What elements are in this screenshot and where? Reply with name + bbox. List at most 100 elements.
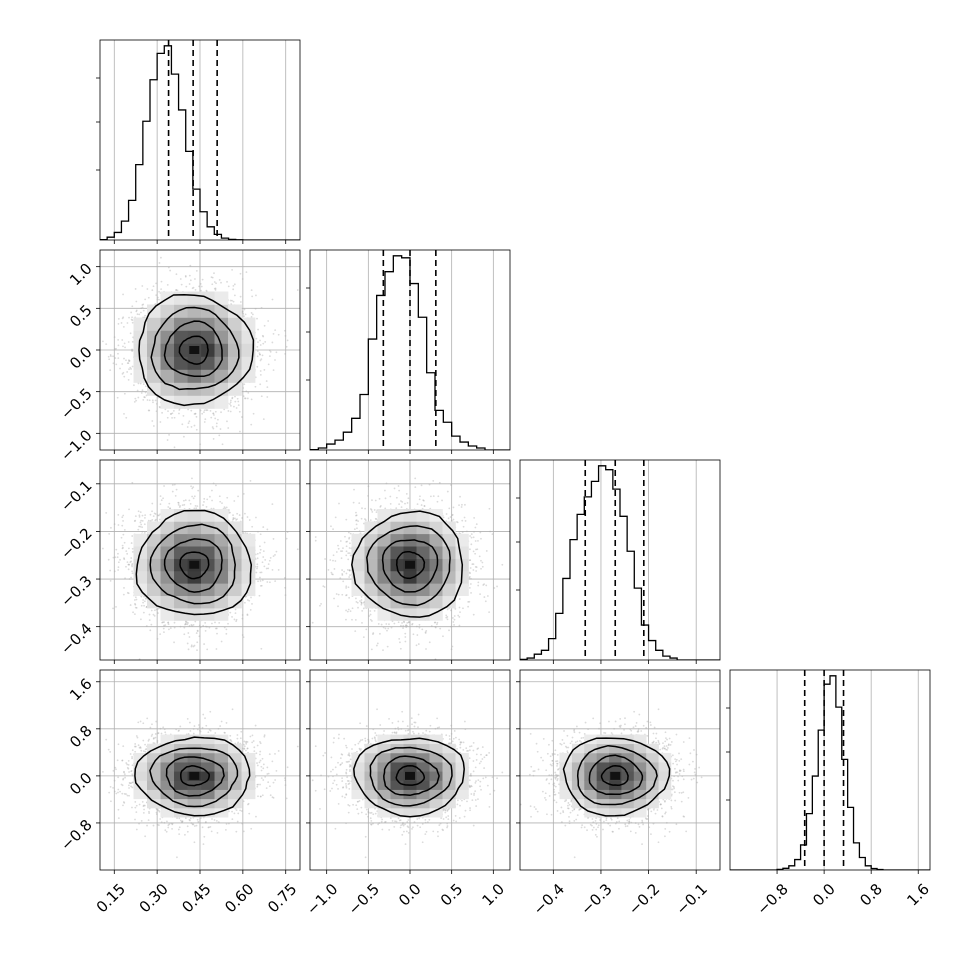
sample-point — [285, 335, 287, 337]
sample-point — [145, 392, 147, 394]
sample-point — [174, 417, 176, 419]
sample-point — [250, 609, 252, 611]
sample-point — [233, 301, 235, 303]
sample-point — [155, 399, 157, 401]
sample-point — [128, 379, 130, 381]
sample-point — [214, 288, 216, 290]
sample-point — [247, 392, 249, 394]
sample-point — [142, 599, 144, 601]
sample-point — [146, 625, 148, 627]
density-cell — [147, 383, 161, 396]
sample-point — [230, 300, 232, 302]
sample-point — [146, 288, 148, 290]
sample-point — [105, 343, 107, 345]
sample-point — [153, 425, 155, 427]
panel-content — [310, 250, 510, 450]
sample-point — [135, 400, 137, 402]
sample-point — [132, 366, 134, 368]
density-cell — [228, 318, 242, 331]
sample-point — [189, 275, 191, 277]
density-cell — [228, 331, 242, 344]
density-cell — [161, 305, 175, 318]
sample-point — [236, 407, 238, 409]
sample-point — [123, 413, 125, 415]
sample-point — [178, 413, 180, 415]
sample-point — [135, 288, 137, 290]
sample-point — [210, 417, 212, 419]
density-cell — [161, 344, 175, 357]
sample-point — [179, 505, 181, 507]
sample-point — [259, 383, 261, 385]
sample-point — [239, 411, 241, 413]
sample-point — [144, 396, 146, 398]
density-cell — [188, 292, 202, 305]
sample-point — [108, 356, 110, 358]
sample-point — [143, 310, 145, 312]
sample-point — [215, 411, 217, 413]
sample-point — [260, 370, 262, 372]
sample-point — [114, 357, 116, 359]
sample-point — [236, 513, 238, 515]
sample-point — [259, 340, 261, 342]
sample-point — [201, 286, 203, 288]
sample-point — [240, 296, 242, 298]
sample-point — [152, 399, 154, 401]
sample-point — [134, 398, 136, 400]
sample-point — [226, 420, 228, 422]
sample-point — [131, 316, 133, 318]
sample-point — [262, 336, 264, 338]
sample-point — [123, 326, 125, 328]
sample-point — [196, 270, 198, 272]
sample-point — [181, 284, 183, 286]
sample-point — [152, 401, 154, 403]
sample-point — [257, 350, 259, 352]
sample-point — [127, 322, 129, 324]
sample-point — [118, 345, 120, 347]
sample-point — [196, 641, 198, 643]
sample-point — [255, 386, 257, 388]
sample-point — [192, 287, 194, 289]
sample-point — [132, 341, 134, 343]
sample-point — [274, 359, 276, 361]
sample-point — [276, 551, 278, 553]
sample-point — [169, 270, 171, 272]
sample-point — [259, 577, 261, 579]
density-cell — [215, 331, 229, 344]
sample-point — [231, 269, 233, 271]
sample-point — [234, 619, 236, 621]
sample-point — [256, 366, 258, 368]
sample-point — [271, 342, 273, 344]
sample-point — [144, 315, 146, 317]
sample-point — [202, 279, 204, 281]
density-cell — [201, 331, 215, 344]
sample-point — [234, 283, 236, 285]
sample-point — [194, 278, 196, 280]
sample-point — [257, 557, 259, 559]
sample-point — [137, 397, 139, 399]
sample-point — [158, 299, 160, 301]
sample-point — [267, 320, 269, 322]
sample-point — [255, 308, 257, 310]
sample-point — [239, 431, 241, 433]
sample-point — [195, 289, 197, 291]
sample-point — [185, 275, 187, 277]
sample-point — [226, 497, 228, 499]
sample-point — [190, 485, 192, 487]
sample-point — [161, 412, 163, 414]
sample-point — [227, 427, 229, 429]
sample-point — [287, 340, 289, 342]
sample-point — [206, 498, 208, 500]
sample-point — [225, 628, 227, 630]
sample-point — [255, 295, 257, 297]
sample-point — [181, 423, 183, 425]
density-cell — [215, 318, 229, 331]
sample-point — [132, 322, 134, 324]
sample-point — [232, 288, 234, 290]
sample-point — [176, 273, 178, 275]
sample-point — [113, 362, 115, 364]
sample-point — [141, 605, 143, 607]
sample-point — [128, 341, 130, 343]
sample-point — [121, 363, 123, 365]
sample-point — [256, 318, 258, 320]
